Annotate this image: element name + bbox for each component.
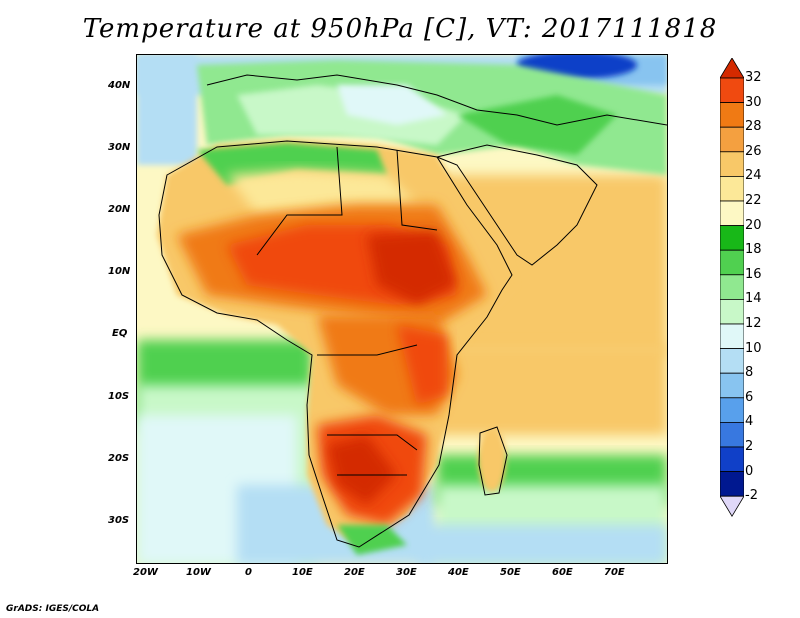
colorbar-label: -2	[745, 488, 758, 504]
colorbar-segment	[720, 397, 744, 423]
lat-label: 20S	[108, 453, 130, 464]
colorbar-segment	[720, 225, 744, 251]
lat-label: 30N	[108, 142, 131, 153]
lon-label: 20E	[344, 567, 365, 578]
colorbar-label: 4	[745, 414, 754, 430]
colorbar-label: 26	[745, 143, 762, 159]
colorbar-label: 8	[745, 365, 754, 381]
colorbar-arrow-bottom	[720, 495, 744, 517]
lon-label: 60E	[552, 567, 573, 578]
colorbar-label: 22	[745, 193, 762, 208]
lat-label: 20N	[108, 204, 131, 215]
lon-label: 20W	[133, 567, 158, 578]
colorbar-arrow-top	[720, 58, 744, 79]
chart-title: Temperature at 950hPa [C], VT: 201711181…	[82, 14, 718, 44]
lon-label: 10E	[292, 567, 313, 578]
colorbar-label: 18	[745, 242, 762, 258]
lat-label: 40N	[108, 80, 131, 91]
lon-label: 10W	[186, 567, 211, 578]
lon-label: 50E	[500, 567, 521, 578]
colorbar-segment	[720, 348, 744, 374]
colorbar-label: 0	[745, 463, 754, 479]
colorbar	[720, 58, 744, 517]
colorbar-segment	[720, 372, 744, 399]
colorbar-segment	[720, 446, 744, 473]
colorbar-label: 6	[745, 389, 754, 405]
colorbar-segment	[720, 200, 744, 227]
colorbar-label: 14	[745, 291, 762, 307]
colorbar-label: 2	[745, 439, 754, 454]
colorbar-label: 30	[745, 94, 762, 110]
lat-label: 30S	[108, 515, 130, 526]
colorbar-segment	[720, 471, 744, 497]
colorbar-segment	[720, 126, 744, 153]
colorbar-segment	[720, 323, 744, 350]
lon-label: 30E	[396, 567, 417, 578]
colorbar-label: 12	[745, 316, 762, 331]
lat-label: 10S	[108, 391, 130, 402]
colorbar-segment	[720, 151, 744, 177]
colorbar-segment	[720, 298, 744, 325]
colorbar-segment	[720, 77, 744, 104]
colorbar-label: 28	[745, 119, 762, 135]
colorbar-segment	[720, 102, 744, 128]
colorbar-label: 24	[745, 168, 762, 184]
colorbar-segment	[720, 274, 744, 300]
lat-label: 10N	[108, 266, 131, 277]
colorbar-segment	[720, 249, 744, 276]
lon-label: 0	[245, 567, 252, 578]
colorbar-label: 20	[745, 217, 762, 233]
lon-label: 40E	[448, 567, 469, 578]
colorbar-label: 32	[745, 70, 762, 85]
colorbar-label: 16	[745, 266, 762, 282]
colorbar-segment	[720, 176, 744, 202]
colorbar-segment	[720, 421, 744, 448]
colorbar-label: 10	[745, 340, 762, 356]
coastlines	[158, 74, 667, 548]
temperature-map	[136, 54, 668, 564]
temperature-field	[137, 55, 667, 563]
lon-label: 70E	[604, 567, 625, 578]
credit-text: GrADS: IGES/COLA	[6, 604, 100, 614]
lat-label: EQ	[112, 328, 128, 339]
